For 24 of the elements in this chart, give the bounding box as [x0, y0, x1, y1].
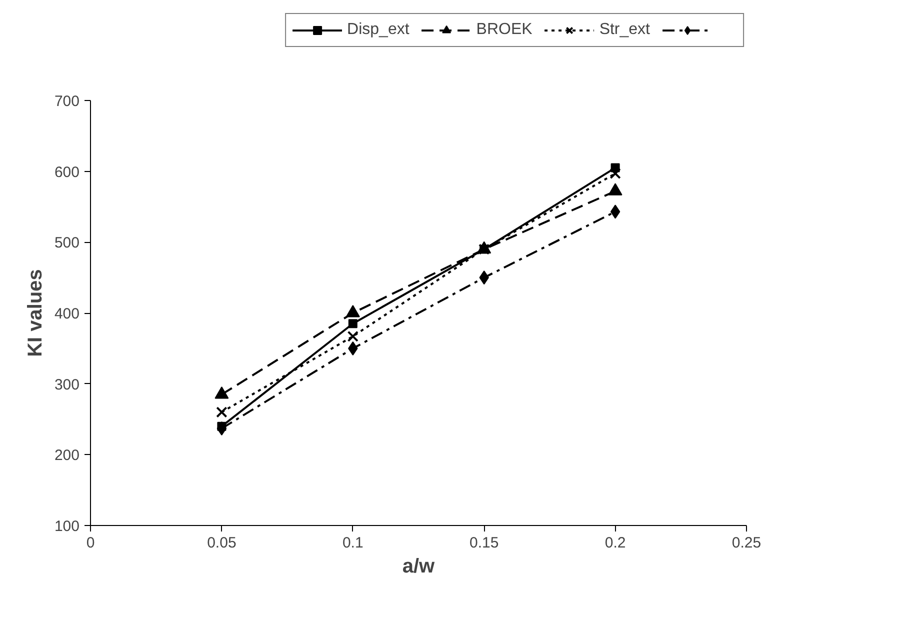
point [216, 421, 227, 436]
legend-label: Str_ext [599, 21, 650, 39]
x-tick-label: 0.1 [342, 534, 364, 552]
y-tick-label: 600 [54, 164, 80, 181]
y-tick-label: 500 [54, 234, 80, 252]
point [347, 330, 358, 342]
point [610, 168, 621, 180]
x-tick-label: 0.25 [732, 534, 762, 552]
point [348, 319, 358, 328]
y-tick-label: 300 [54, 376, 80, 394]
x-tick-label: 0.15 [470, 534, 499, 552]
y-tick-label: 100 [54, 518, 80, 535]
point [216, 406, 228, 418]
y-tick-label: 200 [54, 447, 80, 464]
x-tick-label: 0.2 [604, 534, 626, 552]
legend-label: Disp_ext [347, 21, 410, 39]
point [610, 204, 620, 219]
y-tick-label: 700 [54, 93, 80, 110]
x-tick-label: 0 [86, 534, 95, 552]
y-axis-title: KI values [24, 269, 46, 357]
legend-label: BROEK [476, 21, 532, 39]
x-tick-label: 0.05 [207, 534, 236, 552]
x-axis-title: a/w [402, 556, 436, 578]
y-tick-label: 400 [54, 306, 80, 322]
